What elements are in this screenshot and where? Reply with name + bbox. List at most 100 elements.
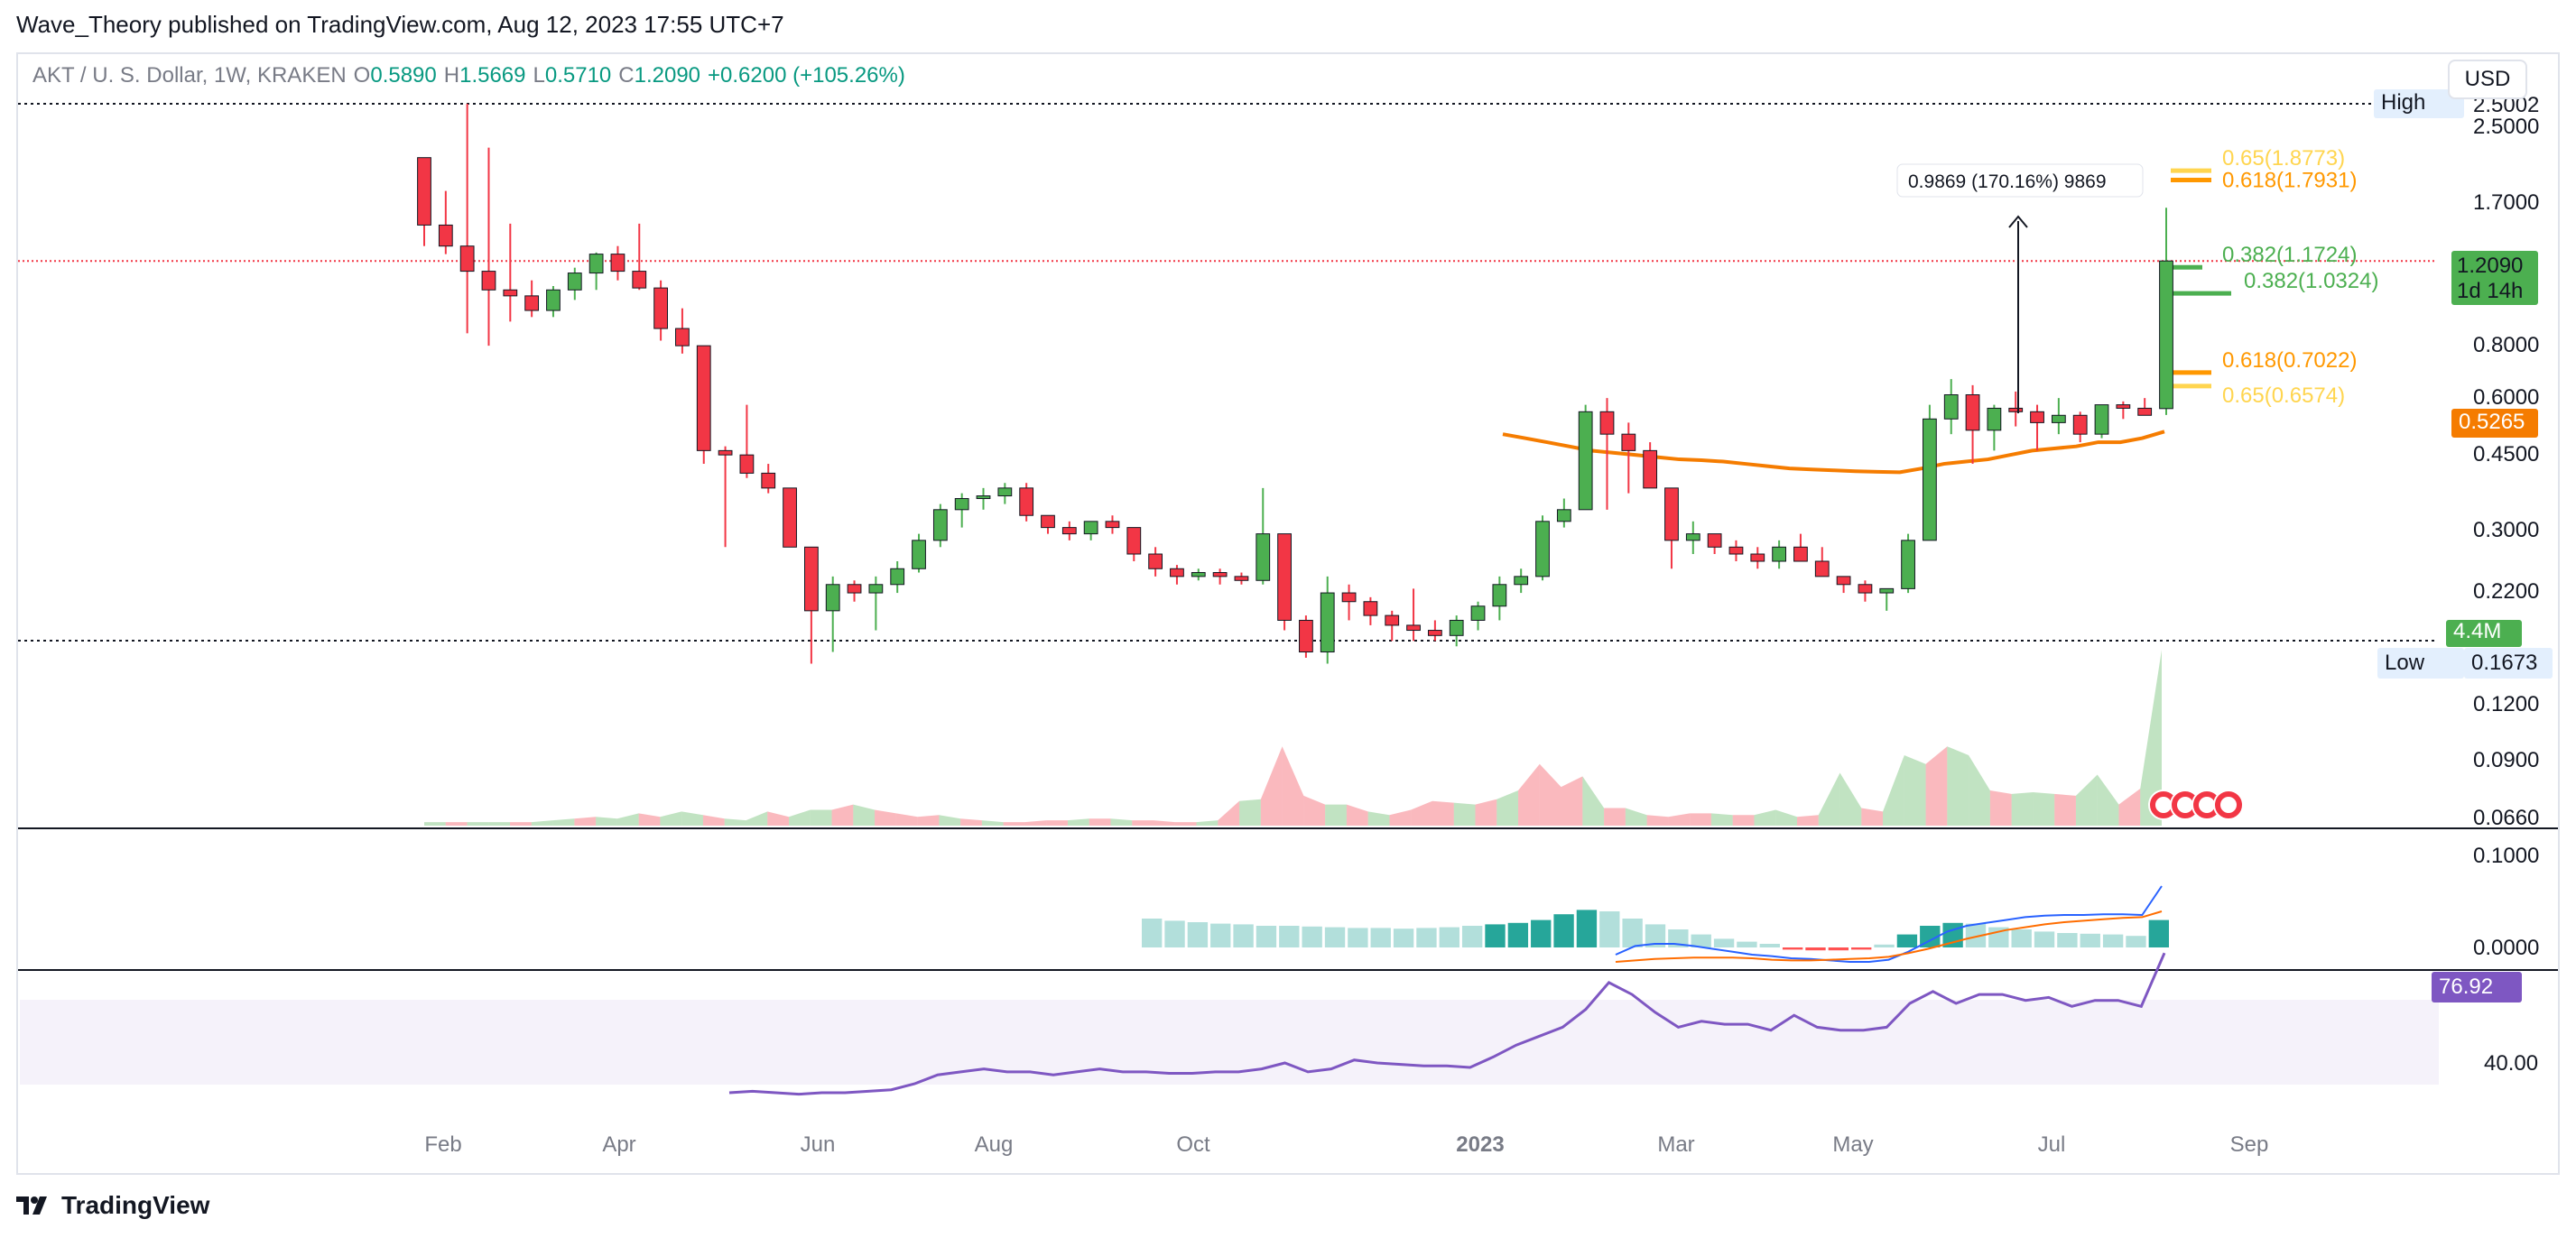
volume-area-segment bbox=[1518, 763, 1540, 826]
macd-histogram-bar bbox=[1507, 922, 1529, 947]
volume-area-segment bbox=[552, 818, 575, 826]
candle-body bbox=[783, 487, 797, 548]
volume-area-segment bbox=[1646, 815, 1669, 826]
volume-area-segment bbox=[1861, 808, 1884, 826]
macd-histogram-bar bbox=[2126, 936, 2146, 947]
macd-histogram-bar bbox=[2102, 934, 2124, 947]
candle-body bbox=[1341, 592, 1357, 603]
macd-histogram-bar bbox=[1187, 922, 1209, 947]
candle-body bbox=[912, 540, 926, 569]
volume-area-segment bbox=[702, 815, 725, 826]
y-axis-tick-label: 0.6000 bbox=[2473, 385, 2539, 410]
candle-body bbox=[804, 546, 819, 612]
volume-area-segment bbox=[1132, 820, 1154, 826]
volume-area-segment bbox=[1561, 776, 1583, 826]
chart-frame[interactable] bbox=[16, 52, 2560, 1175]
symbol-name[interactable]: AKT / U. S. Dollar, 1W, KRAKEN bbox=[32, 63, 347, 88]
volume-area-segment bbox=[895, 813, 918, 826]
candle-body bbox=[739, 454, 755, 474]
fib-level-label: 0.382(1.0324) bbox=[2244, 269, 2378, 293]
tradingview-logo-icon bbox=[16, 1196, 47, 1215]
volume-area-segment bbox=[1089, 818, 1111, 826]
volume-area-segment bbox=[831, 804, 854, 826]
candle-body bbox=[847, 584, 862, 594]
volume-area-segment bbox=[1196, 820, 1219, 826]
candle-body bbox=[1148, 553, 1163, 569]
volume-area-segment bbox=[939, 815, 961, 826]
macd-line bbox=[1615, 885, 2163, 963]
candle-body bbox=[1707, 533, 1722, 548]
candle-body bbox=[1943, 394, 1959, 420]
tradingview-footer[interactable]: TradingView bbox=[16, 1191, 209, 1220]
rsi-band bbox=[20, 1000, 2439, 1085]
volume-area-segment bbox=[1067, 818, 1089, 826]
candle-body bbox=[1923, 418, 1937, 541]
volume-area-segment bbox=[424, 822, 446, 826]
volume-area-segment bbox=[767, 811, 790, 826]
candle-body bbox=[761, 472, 776, 489]
candle-body bbox=[1492, 584, 1507, 607]
low-value: 0.5710 bbox=[544, 63, 612, 88]
candle-body bbox=[1987, 407, 2002, 431]
macd-histogram-bar bbox=[1279, 926, 1300, 947]
volume-area-segment bbox=[1710, 813, 1733, 826]
macd-histogram-bar bbox=[1965, 923, 1987, 947]
macd-histogram-bar bbox=[1737, 941, 1757, 947]
close-label: C bbox=[618, 63, 635, 88]
y-axis-tick-label: 1.7000 bbox=[2473, 190, 2539, 215]
measure-label: 0.9869 (170.16%) 9869 bbox=[1908, 171, 2107, 192]
macd-histogram-bar bbox=[1348, 928, 1368, 947]
ema-line bbox=[1502, 430, 2165, 475]
symbol-legend: AKT / U. S. Dollar, 1W, KRAKEN O0.5890 H… bbox=[32, 63, 905, 88]
volume-label-box bbox=[2446, 620, 2522, 647]
candle-body bbox=[2094, 404, 2109, 435]
candle-body bbox=[1470, 605, 1486, 621]
macd-histogram-bar bbox=[1553, 914, 1574, 947]
candle-body bbox=[1599, 411, 1615, 435]
volume-area-segment bbox=[1947, 746, 1969, 826]
candle-body bbox=[1234, 576, 1249, 581]
fib-level-label: 0.618(1.7931) bbox=[2222, 169, 2357, 193]
volume-area-segment bbox=[1969, 755, 1990, 826]
volume-area-segment bbox=[2075, 774, 2098, 826]
candle-body bbox=[976, 495, 991, 500]
volume-area-segment bbox=[1389, 809, 1412, 826]
macd-histogram-bar bbox=[1164, 920, 1185, 947]
candle-body bbox=[825, 584, 840, 612]
macd-histogram-bar bbox=[1713, 938, 1735, 947]
candle-body bbox=[2116, 404, 2131, 409]
macd-histogram-bar bbox=[1210, 923, 1231, 947]
candle-body bbox=[1277, 533, 1292, 621]
macd-histogram-bar bbox=[1142, 919, 1163, 947]
candle-body bbox=[1836, 576, 1851, 586]
volume-area-segment bbox=[2033, 791, 2055, 826]
candle-body bbox=[1212, 572, 1228, 577]
volume-area-segment bbox=[981, 820, 1004, 826]
macd-histogram-bar bbox=[1531, 919, 1552, 947]
x-axis-tick-label: Apr bbox=[602, 1132, 635, 1157]
volume-area-segment bbox=[1625, 808, 1647, 826]
volume-area-segment bbox=[2011, 791, 2034, 826]
candle-body bbox=[1363, 601, 1378, 616]
currency-button[interactable]: USD bbox=[2448, 60, 2527, 99]
volume-area-segment bbox=[1754, 809, 1776, 826]
publisher-header: Wave_Theory published on TradingView.com… bbox=[16, 11, 784, 38]
macd-histogram-bar bbox=[1416, 928, 1437, 947]
candle-body bbox=[2072, 414, 2088, 435]
volume-area-segment bbox=[1432, 800, 1454, 826]
volume-area-segment bbox=[510, 822, 532, 826]
candle-body bbox=[1191, 572, 1206, 577]
candle-body bbox=[1858, 584, 1873, 594]
macd-histogram-bar bbox=[1805, 947, 1826, 951]
us-flag-event-icon-inner bbox=[2155, 797, 2172, 813]
open-label: O bbox=[353, 63, 371, 88]
candle-body bbox=[1793, 546, 1808, 562]
us-flag-event-icon-inner bbox=[2199, 797, 2215, 813]
volume-label: 4.4M bbox=[2453, 619, 2501, 643]
measure-arrowhead bbox=[2008, 215, 2028, 228]
y-axis-tick-label: 2.5000 bbox=[2473, 115, 2539, 139]
volume-area-segment bbox=[853, 804, 876, 826]
volume-area-segment bbox=[2140, 650, 2162, 826]
volume-area-segment bbox=[467, 822, 489, 826]
